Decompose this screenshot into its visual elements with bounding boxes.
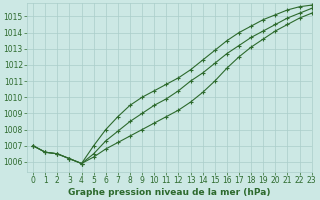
X-axis label: Graphe pression niveau de la mer (hPa): Graphe pression niveau de la mer (hPa): [68, 188, 271, 197]
